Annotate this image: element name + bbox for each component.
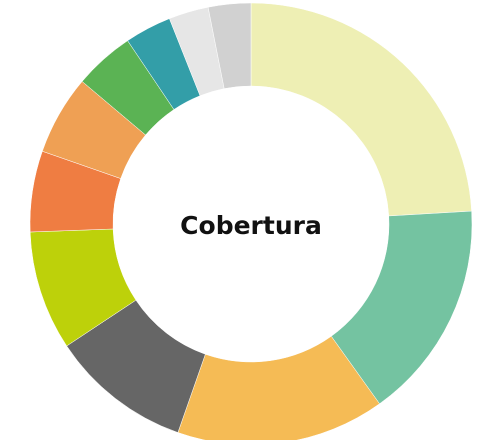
donut-slice (250, 2, 472, 217)
center-label: Cobertura (180, 211, 322, 240)
donut-slice (207, 2, 252, 89)
donut (29, 2, 473, 440)
